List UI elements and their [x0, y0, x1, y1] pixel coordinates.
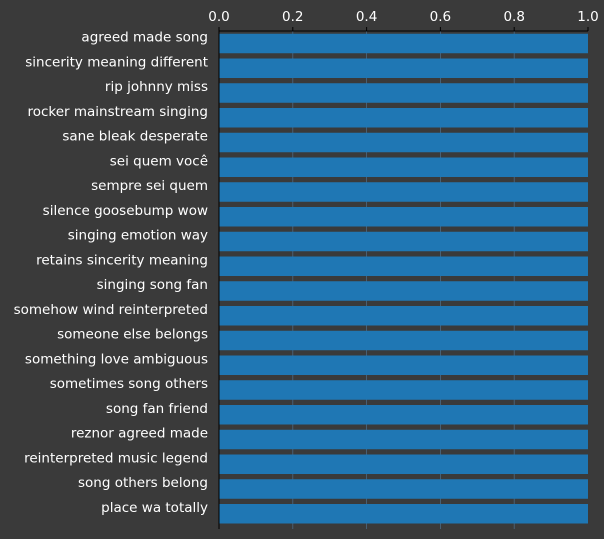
category-label-1: agreed made song [81, 30, 208, 46]
bar-18 [219, 454, 588, 474]
category-label-6: sei quem você [110, 153, 208, 169]
category-labels: agreed made song sincerity meaning differ… [14, 30, 208, 516]
category-label-10: retains sincerity meaning [36, 252, 208, 268]
bar-15 [219, 380, 588, 400]
x-tick-label-4: 0.6 [430, 9, 451, 25]
category-label-2: sincerity meaning different [25, 54, 208, 70]
bar-20 [219, 504, 588, 524]
bar-19 [219, 479, 588, 499]
grid-lines [292, 31, 515, 529]
bar-13 [219, 330, 588, 351]
category-label-5: sane bleak desperate [62, 129, 208, 145]
bar-9 [219, 231, 588, 252]
category-label-7: sempre sei quem [91, 178, 208, 194]
category-label-16: song fan friend [106, 401, 208, 417]
category-label-19: song others belong [78, 475, 208, 491]
bar-16 [219, 405, 588, 425]
x-tick-label-2: 0.2 [282, 9, 303, 25]
bar-7 [219, 182, 588, 202]
x-tick-label-3: 0.4 [356, 9, 377, 25]
bar-4 [219, 108, 588, 128]
x-tick-label-6: 1.0 [577, 9, 598, 25]
x-tick-label-1: 0.0 [208, 9, 229, 25]
bar-2 [219, 58, 588, 78]
bar-5 [219, 132, 588, 153]
bar-10 [219, 256, 588, 276]
category-label-18: reinterpreted music legend [24, 450, 208, 466]
bar-8 [219, 207, 588, 227]
category-label-13: someone else belongs [57, 327, 208, 343]
bar-17 [219, 429, 588, 450]
category-label-9: singing emotion way [68, 228, 208, 244]
category-label-4: rocker mainstream singing [27, 104, 208, 120]
bar-1 [219, 33, 588, 54]
bar-12 [219, 306, 588, 326]
x-tick-labels: 0.0 0.2 0.4 0.6 0.8 1.0 [208, 9, 598, 25]
bar-3 [219, 83, 588, 103]
x-tick-label-5: 0.8 [503, 9, 524, 25]
category-label-3: rip johnny miss [105, 79, 208, 95]
category-label-12: somehow wind reinterpreted [14, 302, 208, 318]
bar-6 [219, 157, 588, 177]
category-label-17: reznor agreed made [71, 426, 208, 442]
category-label-15: sometimes song others [50, 376, 208, 392]
category-label-14: something love ambiguous [25, 351, 208, 367]
bar-14 [219, 355, 588, 375]
axes [218, 27, 589, 529]
category-label-8: silence goosebump wow [43, 203, 208, 219]
category-label-20: place wa totally [101, 500, 208, 516]
bar-11 [219, 281, 588, 301]
category-label-11: singing song fan [97, 277, 208, 293]
bars [219, 33, 588, 524]
